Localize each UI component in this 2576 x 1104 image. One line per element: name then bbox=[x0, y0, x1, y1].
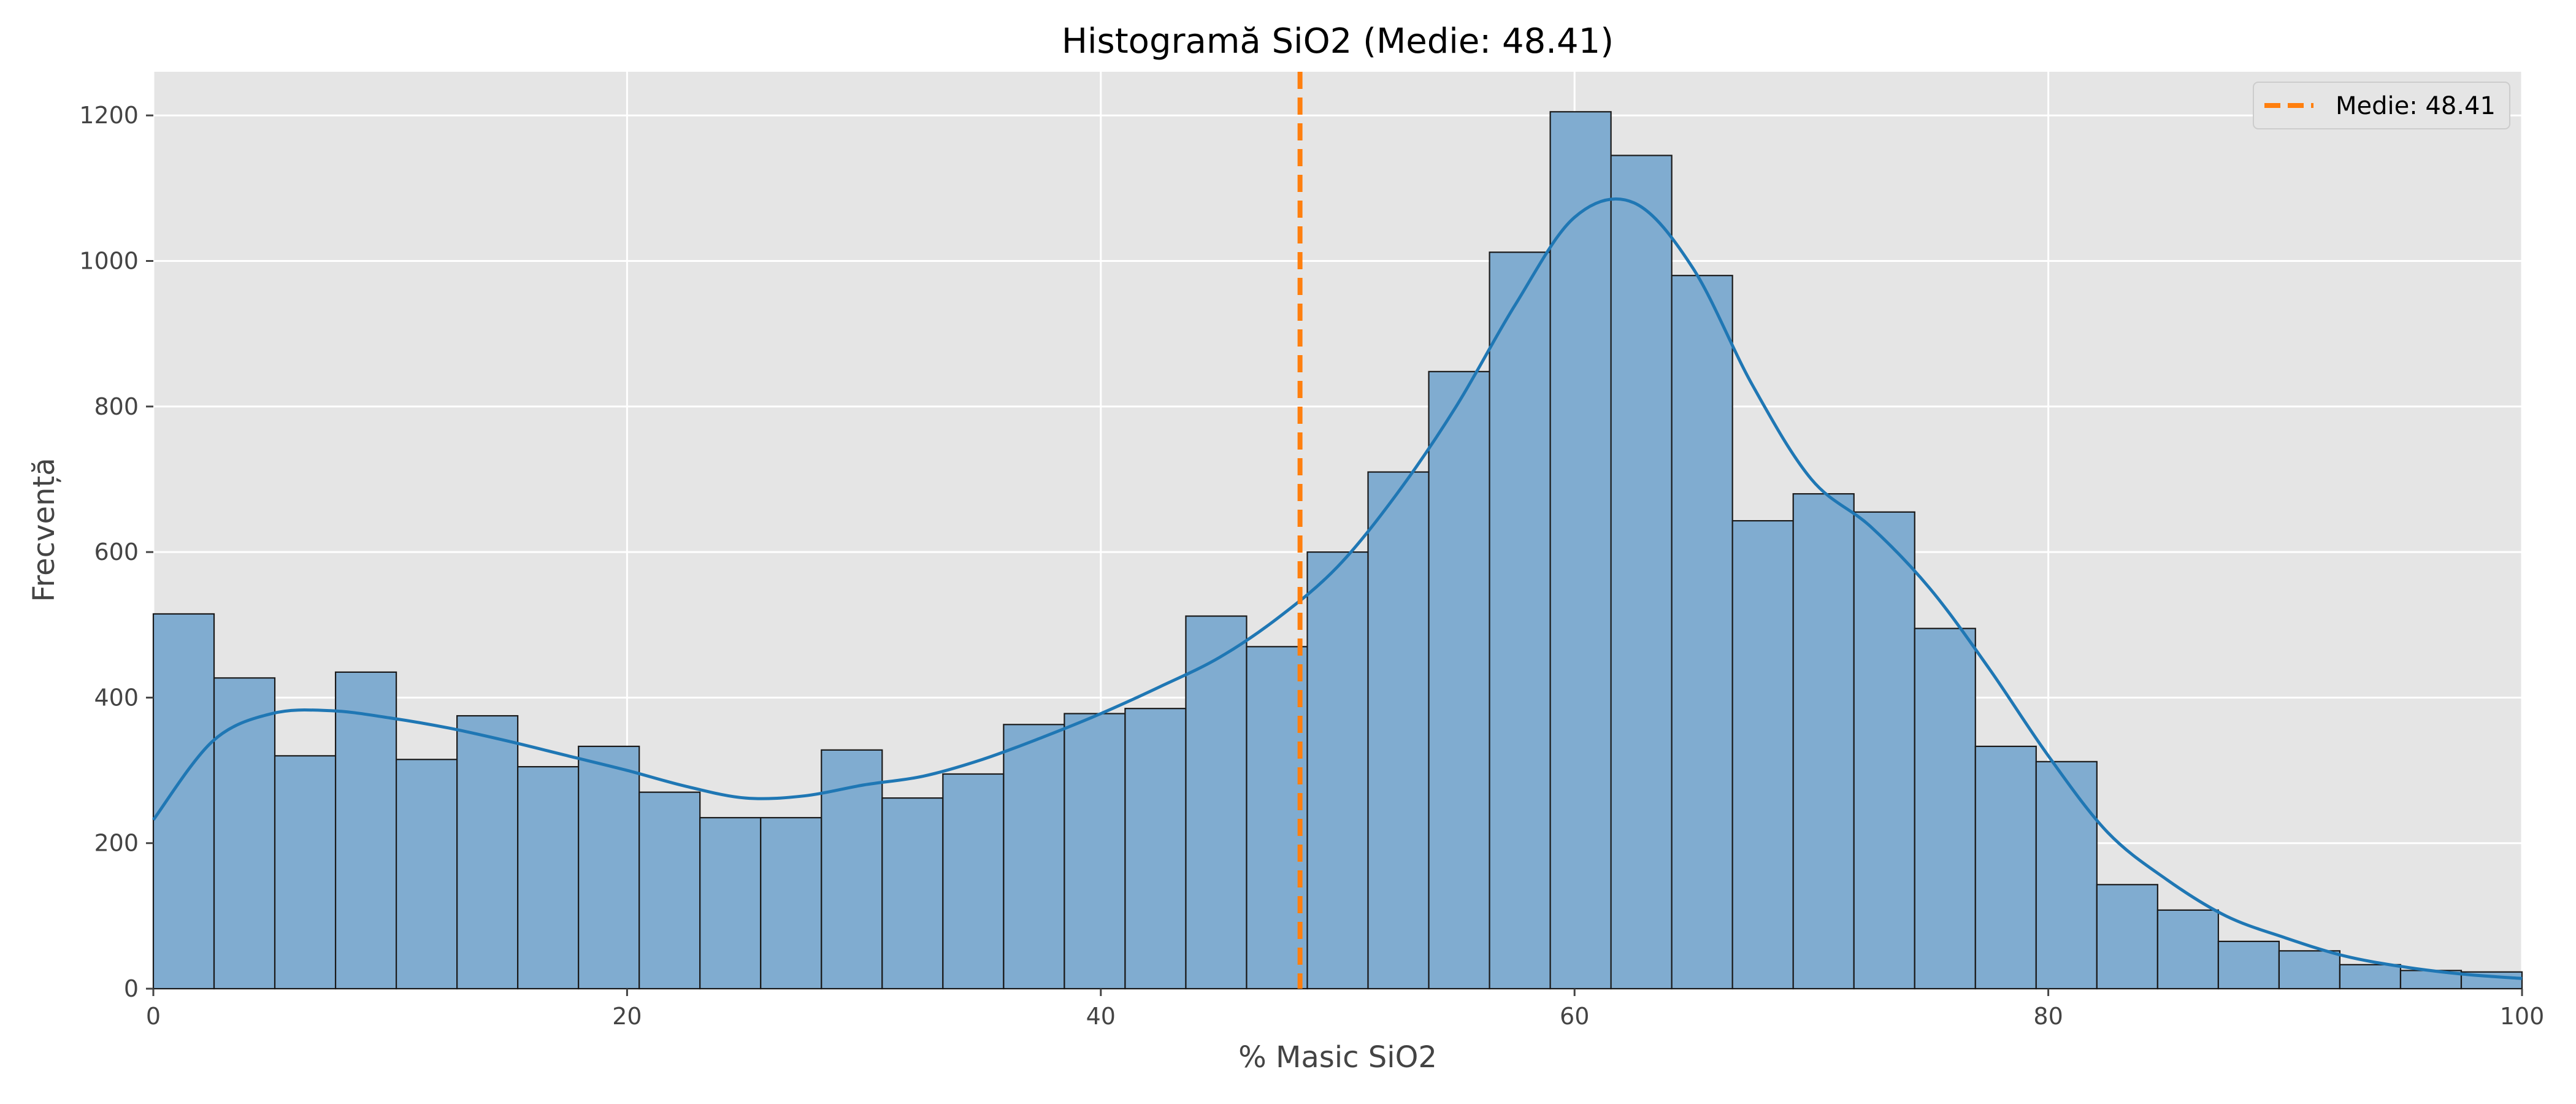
histogram-bar bbox=[334, 671, 397, 990]
histogram-bar bbox=[1853, 511, 1915, 990]
x-axis-ticks: 0 20 40 60 80 100 bbox=[146, 989, 2544, 1030]
histogram-bar bbox=[2217, 940, 2280, 990]
histogram-bar bbox=[760, 817, 822, 990]
y-tick-label: 800 bbox=[94, 393, 139, 420]
histogram-bar bbox=[274, 755, 337, 990]
histogram-bar bbox=[1003, 724, 1065, 990]
histogram-bar bbox=[1306, 551, 1369, 990]
legend-box bbox=[2253, 82, 2510, 129]
histogram-bar bbox=[578, 745, 640, 990]
x-tick-label: 40 bbox=[1086, 1003, 1116, 1030]
histogram-bar bbox=[1549, 111, 1612, 990]
histogram-bar bbox=[942, 773, 1005, 990]
y-tick-label: 1000 bbox=[79, 247, 139, 274]
histogram-bar bbox=[2035, 761, 2098, 990]
x-tick-label: 60 bbox=[1560, 1003, 1589, 1030]
histogram-bar bbox=[638, 791, 701, 990]
histogram-bar bbox=[1489, 251, 1551, 990]
histogram-bar bbox=[456, 715, 519, 990]
histogram-bar bbox=[213, 677, 276, 990]
histogram-bar bbox=[2096, 884, 2158, 990]
y-tick-label: 0 bbox=[124, 975, 139, 1002]
histogram-bar bbox=[881, 797, 944, 990]
histogram-bar bbox=[517, 766, 580, 990]
histogram-bar bbox=[396, 759, 458, 990]
x-tick-label: 20 bbox=[612, 1003, 642, 1030]
y-axis-label: Frecvență bbox=[27, 458, 61, 602]
histogram-bars bbox=[152, 111, 2523, 990]
y-tick-label: 600 bbox=[94, 539, 139, 565]
histogram-bar bbox=[1731, 519, 1794, 990]
y-axis-ticks: 0 200 400 600 800 1000 1200 bbox=[79, 102, 153, 1002]
legend-label-mean: Medie: 48.41 bbox=[2336, 92, 2496, 120]
histogram-bar bbox=[699, 817, 762, 990]
x-axis-label: % Masic SiO2 bbox=[1238, 1040, 1437, 1075]
x-tick-label: 100 bbox=[2500, 1003, 2545, 1030]
histogram-bar bbox=[152, 613, 215, 990]
histogram-bar bbox=[1671, 275, 1733, 990]
histogram-bar bbox=[1792, 493, 1855, 990]
histogram-bar bbox=[1124, 708, 1187, 990]
legend: Medie: 48.41 bbox=[2253, 82, 2510, 129]
y-tick-label: 1200 bbox=[79, 102, 139, 129]
histogram-bar bbox=[1610, 155, 1673, 990]
histogram-bar bbox=[1185, 615, 1248, 990]
histogram-bar bbox=[2278, 950, 2341, 990]
histogram-bar bbox=[1367, 471, 1430, 990]
histogram-bar bbox=[1974, 745, 2037, 990]
histogram-bar bbox=[2339, 964, 2402, 990]
histogram-bar bbox=[1246, 646, 1308, 990]
x-tick-label: 80 bbox=[2033, 1003, 2063, 1030]
y-tick-label: 400 bbox=[94, 684, 139, 711]
kde-curve bbox=[152, 197, 2523, 980]
histogram-bar bbox=[1064, 713, 1126, 990]
histogram-bar bbox=[1428, 370, 1490, 990]
histogram-bar bbox=[1914, 627, 1976, 990]
x-tick-label: 0 bbox=[146, 1003, 161, 1030]
histogram-bar bbox=[2156, 909, 2219, 990]
chart-title: Histogramă SiO2 (Medie: 48.41) bbox=[1062, 21, 1614, 61]
y-tick-label: 200 bbox=[94, 830, 139, 857]
